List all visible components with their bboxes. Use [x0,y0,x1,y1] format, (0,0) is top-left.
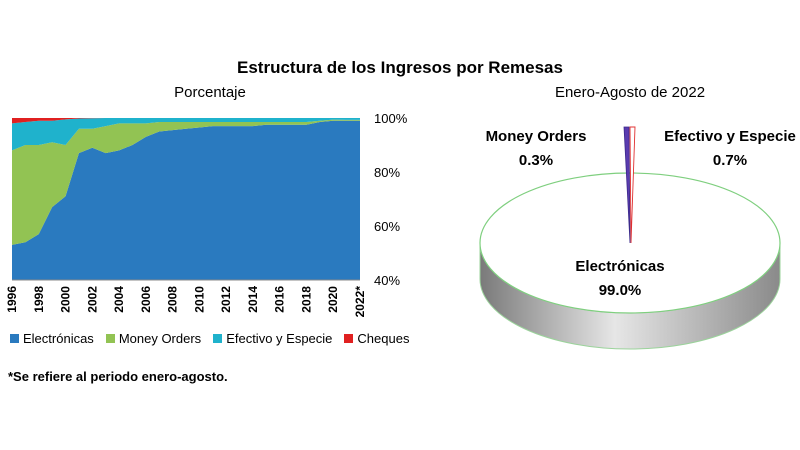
legend-item-cheques: Cheques [344,331,409,346]
legend-swatch-cheques [344,334,354,343]
x-tick-label: 2008 [166,286,180,313]
x-tick-label: 2020 [326,286,340,313]
x-tick-label: 2016 [273,286,287,313]
footnote: *Se refiere al periodo enero-agosto. [8,369,228,384]
pie-label-efectivo: Efectivo y Especie [664,128,796,145]
x-tick-label: 1996 [5,286,19,313]
pie-value-electronicas: 99.0% [599,282,642,299]
legend-item-money-orders: Money Orders [105,331,202,346]
x-tick-label: 2000 [59,286,73,313]
legend-swatch-efectivo [213,334,223,343]
x-tick-label: 1998 [32,286,46,313]
pie-value-money-orders: 0.3% [519,152,553,169]
y-tick-label: 60% [374,219,400,234]
pie-label-money-orders: Money Orders [486,128,587,145]
x-tick-label: 2018 [299,286,313,313]
area-efectivo [12,118,360,151]
pie-slice-money-orders [623,126,631,244]
legend-swatch-electronicas [10,334,19,343]
y-tick-label: 40% [374,273,400,288]
area-chart-legend: Electrónicas Money Orders Efectivo y Esp… [10,331,415,346]
x-tick-label: 2012 [219,286,233,313]
x-tick-label: 2006 [139,286,153,313]
legend-label-efectivo: Efectivo y Especie [226,331,333,346]
legend-item-electronicas: Electrónicas [10,331,94,346]
area-chart: 40% 60% 80% 100% 1996 1998 2000 2002 2004 2006 200… [5,111,408,318]
area-electronicas [12,120,360,280]
pie-chart-title: Enero-Agosto de 2022 [554,84,706,101]
y-tick-label: 80% [374,165,400,180]
area-chart-title: Porcentaje [174,84,246,101]
legend-label-money-orders: Money Orders [118,331,202,346]
legend-label-electronicas: Electrónicas [23,331,94,346]
pie-slice-efectivo [629,126,636,244]
legend-swatch-money-orders [105,334,115,343]
pie-label-electronicas: Electrónicas [575,258,664,275]
legend-label-cheques: Cheques [357,331,410,346]
legend-item-efectivo: Efectivo y Especie [213,331,332,346]
pie-chart: Electrónicas 99.0% Money Orders 0.3% Efectiv… [479,126,796,350]
area-cheques [12,118,360,124]
x-tick-label: 2014 [246,286,260,313]
y-tick-label: 100% [374,111,408,126]
x-tick-label: 2010 [192,286,206,313]
pie-value-efectivo: 0.7% [713,152,747,169]
x-tick-label: 2004 [112,286,126,313]
x-tick-label: 2022* [353,286,367,318]
main-title: Estructura de los Ingresos por Remesas [237,58,563,77]
x-tick-label: 2002 [85,286,99,313]
